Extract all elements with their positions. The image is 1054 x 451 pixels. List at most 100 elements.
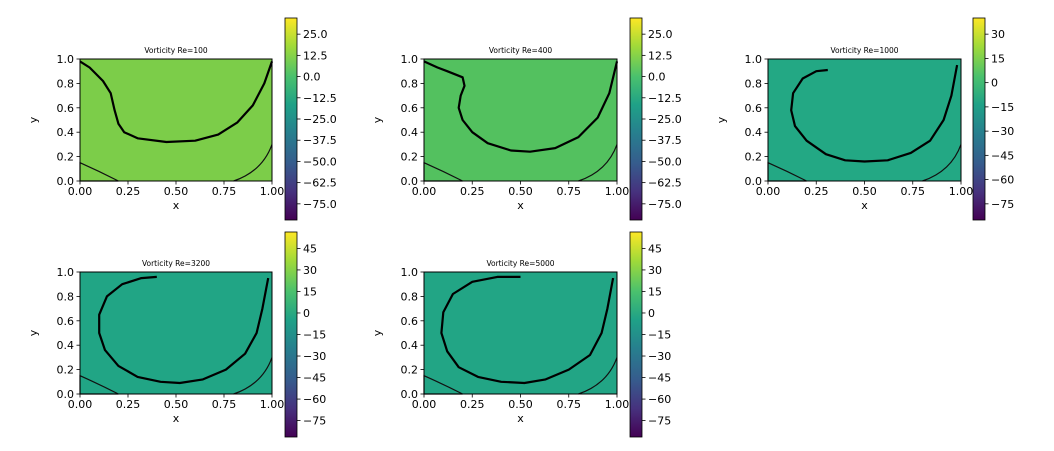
y-tick-label: 0.4 xyxy=(745,126,763,139)
colorbar-tick-label: −75 xyxy=(991,198,1014,211)
colorbar-tick-label: −25.0 xyxy=(648,113,682,126)
colorbar-tick-label: −37.5 xyxy=(648,134,682,147)
y-axis-label: y xyxy=(715,116,728,123)
x-tick-label: 0.75 xyxy=(212,185,237,198)
x-tick-label: 0.00 xyxy=(68,185,93,198)
x-tick-label: 0.50 xyxy=(164,185,189,198)
colorbar-tick-label: 30 xyxy=(648,264,662,277)
colorbar-tick-label: −75 xyxy=(303,415,326,428)
x-tick-label: 0.25 xyxy=(804,185,829,198)
x-tick-label: 0.25 xyxy=(460,398,485,411)
colorbar-tick-label: −15 xyxy=(648,329,671,342)
y-axis-label: y xyxy=(27,329,40,336)
colorbar-tick-label: −12.5 xyxy=(303,92,337,105)
x-tick-label: 0.50 xyxy=(508,185,533,198)
y-tick-label: 1.0 xyxy=(745,53,763,66)
y-tick-label: 0.4 xyxy=(401,339,419,352)
x-tick-label: 0.75 xyxy=(557,185,582,198)
x-tick-label: 0.75 xyxy=(212,398,237,411)
colorbar-tick-label: −50.0 xyxy=(303,155,337,168)
colorbar-tick-label: 0 xyxy=(648,307,655,320)
colorbar-tick-label: 25.0 xyxy=(303,28,328,41)
y-tick-label: 0.6 xyxy=(745,102,763,115)
y-tick-label: 0.0 xyxy=(401,175,419,188)
vorticity-contour-line xyxy=(440,275,615,385)
colorbar-tick-label: 45 xyxy=(648,242,662,255)
y-tick-label: 0.0 xyxy=(745,175,763,188)
colorbar-tick-label: 30 xyxy=(991,28,1005,41)
x-tick-label: 0.50 xyxy=(164,398,189,411)
colorbar-tick-label: −75.0 xyxy=(303,198,337,211)
y-tick-label: 1.0 xyxy=(57,53,75,66)
x-axis-label: x xyxy=(173,412,180,425)
subplot-title: Vorticity Re=3200 xyxy=(142,259,210,268)
subplot-1: Vorticity Re=400 0.00 0.25 0.50 0.75 1.00 0.0 0… xyxy=(371,17,682,221)
vorticity-contour-line xyxy=(423,60,619,153)
x-tick-label: 1.00 xyxy=(949,185,974,198)
colorbar-tick-label: −75 xyxy=(648,415,671,428)
y-tick-label: 0.4 xyxy=(401,126,419,139)
colorbar-tick-label: −45 xyxy=(303,372,326,385)
subplot-title: Vorticity Re=1000 xyxy=(830,46,898,55)
colorbar-tick-label: −30 xyxy=(648,350,671,363)
colorbar xyxy=(629,17,643,221)
y-tick-label: 0.8 xyxy=(745,77,763,90)
colorbar-tick-label: 45 xyxy=(303,242,317,255)
subplot-title: Vorticity Re=5000 xyxy=(486,259,554,268)
vorticity-field xyxy=(80,59,272,181)
corner-vortex-bottom-right xyxy=(922,144,962,182)
vorticity-field xyxy=(80,272,272,394)
colorbar xyxy=(972,17,986,221)
x-tick-label: 1.00 xyxy=(605,185,630,198)
colorbar-tick-label: −37.5 xyxy=(303,134,337,147)
y-axis-label: y xyxy=(371,329,384,336)
subplot-title: Vorticity Re=100 xyxy=(144,46,208,55)
y-tick-label: 0.2 xyxy=(57,151,75,164)
colorbar-tick-label: −62.5 xyxy=(648,177,682,190)
colorbar-tick-label: −25.0 xyxy=(303,113,337,126)
x-tick-label: 0.50 xyxy=(508,398,533,411)
colorbar-tick-label: 15 xyxy=(303,285,317,298)
vorticity-field xyxy=(424,59,617,181)
x-tick-label: 0.00 xyxy=(412,398,437,411)
colorbar-tick-label: −12.5 xyxy=(648,92,682,105)
y-tick-label: 0.6 xyxy=(401,315,419,328)
colorbar xyxy=(284,17,298,221)
x-tick-label: 1.00 xyxy=(605,398,630,411)
y-tick-label: 0.0 xyxy=(401,388,419,401)
colorbar-tick-label: −15 xyxy=(303,329,326,342)
colorbar-tick-label: −30 xyxy=(991,125,1014,138)
colorbar-tick-label: −30 xyxy=(303,350,326,363)
x-tick-label: 0.25 xyxy=(460,185,485,198)
colorbar-tick-label: −45 xyxy=(648,372,671,385)
y-tick-label: 0.8 xyxy=(57,77,75,90)
x-axis-label: x xyxy=(517,199,524,212)
y-tick-label: 0.6 xyxy=(57,102,75,115)
x-axis-label: x xyxy=(517,412,524,425)
y-tick-label: 0.4 xyxy=(57,339,75,352)
colorbar-tick-label: −60 xyxy=(991,174,1014,187)
colorbar xyxy=(284,231,298,438)
colorbar-tick-label: 25.0 xyxy=(648,28,673,41)
y-tick-label: 0.4 xyxy=(57,126,75,139)
x-axis-label: x xyxy=(861,199,868,212)
x-axis-label: x xyxy=(173,199,180,212)
colorbar-tick-label: −60 xyxy=(648,393,671,406)
subplot-0: Vorticity Re=100 0.00 0.25 0.50 0.75 1.00 0.0 0… xyxy=(27,17,337,221)
y-tick-label: 0.6 xyxy=(57,315,75,328)
x-tick-label: 1.00 xyxy=(260,398,285,411)
y-tick-label: 0.8 xyxy=(401,290,419,303)
corner-vortex-bottom-right xyxy=(578,144,618,182)
x-tick-label: 0.00 xyxy=(756,185,781,198)
x-tick-label: 0.75 xyxy=(557,398,582,411)
subplot-title: Vorticity Re=400 xyxy=(489,46,553,55)
colorbar-tick-label: 0.0 xyxy=(648,71,666,84)
x-tick-label: 0.50 xyxy=(852,185,877,198)
y-tick-label: 0.8 xyxy=(401,77,419,90)
colorbar-tick-label: 15 xyxy=(648,285,662,298)
y-tick-label: 0.0 xyxy=(57,175,75,188)
colorbar-tick-label: −45 xyxy=(991,149,1014,162)
y-tick-label: 0.6 xyxy=(401,102,419,115)
